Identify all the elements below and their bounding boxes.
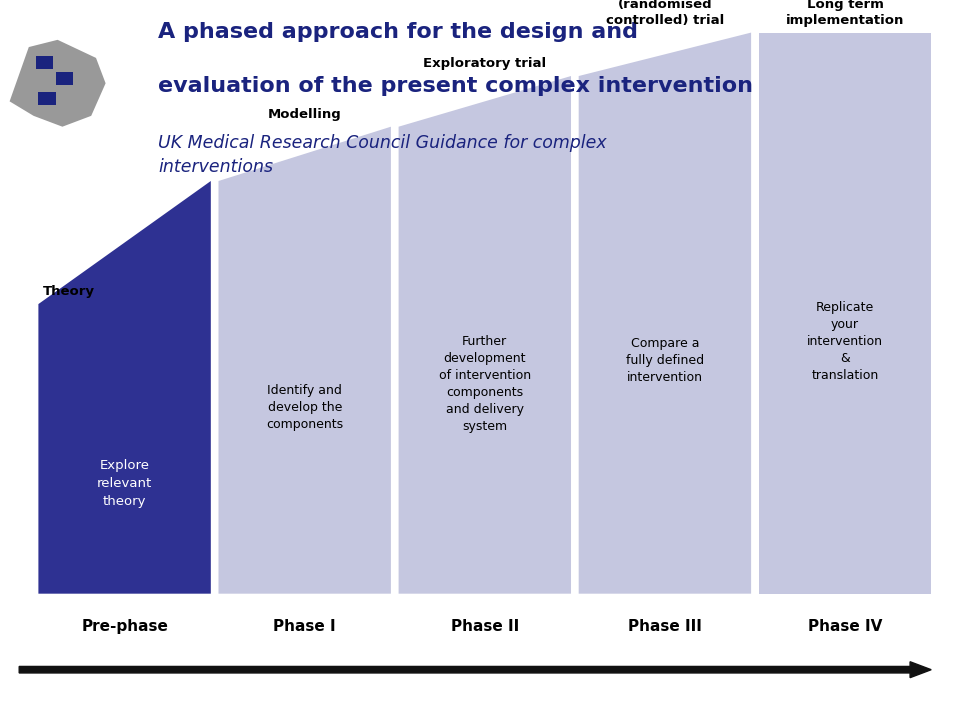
- Text: Identify and
develop the
components: Identify and develop the components: [266, 384, 344, 432]
- Text: Pre-phase: Pre-phase: [82, 619, 168, 634]
- Text: Compare a
fully defined
intervention: Compare a fully defined intervention: [626, 337, 704, 384]
- Polygon shape: [579, 33, 751, 594]
- Text: evaluation of the present complex intervention: evaluation of the present complex interv…: [158, 76, 754, 96]
- Bar: [56, 72, 73, 85]
- Text: Phase IV: Phase IV: [807, 619, 882, 634]
- Text: Theory: Theory: [43, 285, 95, 298]
- Text: Explore
relevant
theory: Explore relevant theory: [97, 459, 153, 508]
- Polygon shape: [398, 76, 571, 594]
- Bar: [36, 56, 53, 69]
- Polygon shape: [758, 33, 931, 594]
- Text: Phase II: Phase II: [450, 619, 519, 634]
- Bar: [38, 92, 56, 105]
- Text: Long term
implementation: Long term implementation: [786, 0, 904, 27]
- Text: Further
development
of intervention
components
and delivery
system: Further development of intervention comp…: [439, 334, 531, 432]
- Text: Phase III: Phase III: [628, 619, 702, 634]
- Text: Replicate
your
intervention
&
translation: Replicate your intervention & translatio…: [807, 300, 883, 382]
- Polygon shape: [219, 127, 391, 594]
- Text: UK Medical Research Council Guidance for complex
interventions: UK Medical Research Council Guidance for…: [158, 134, 607, 175]
- Polygon shape: [38, 181, 211, 594]
- Text: Modelling: Modelling: [268, 108, 342, 121]
- Text: Exploratory trial: Exploratory trial: [423, 57, 546, 70]
- Text: Phase I: Phase I: [274, 619, 336, 634]
- Polygon shape: [10, 40, 106, 127]
- FancyArrow shape: [19, 662, 931, 678]
- Text: A phased approach for the design and: A phased approach for the design and: [158, 22, 638, 42]
- Text: Definitive
(randomised
controlled) trial: Definitive (randomised controlled) trial: [606, 0, 724, 27]
